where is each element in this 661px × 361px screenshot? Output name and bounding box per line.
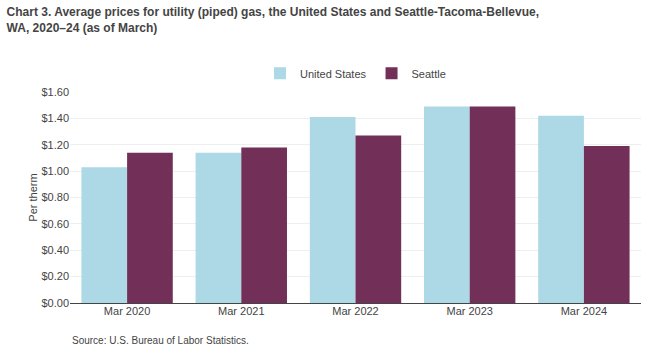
svg-text:Mar 2020: Mar 2020 <box>104 305 150 317</box>
svg-text:$0.40: $0.40 <box>41 244 69 256</box>
svg-text:Mar 2024: Mar 2024 <box>561 305 607 317</box>
svg-text:$0.00: $0.00 <box>41 297 69 309</box>
svg-text:$1.60: $1.60 <box>41 86 69 98</box>
svg-text:Chart 3. Average prices for ut: Chart 3. Average prices for utility (pip… <box>7 5 539 35</box>
svg-text:$1.40: $1.40 <box>41 112 69 124</box>
svg-text:Per therm: Per therm <box>27 173 39 221</box>
svg-text:United States: United States <box>300 68 367 80</box>
svg-text:$0.60: $0.60 <box>41 218 69 230</box>
svg-text:Mar 2023: Mar 2023 <box>446 305 492 317</box>
svg-text:Mar 2021: Mar 2021 <box>218 305 264 317</box>
svg-text:Source: U.S. Bureau of Labor S: Source: U.S. Bureau of Labor Statistics. <box>72 335 249 346</box>
svg-text:$0.80: $0.80 <box>41 191 69 203</box>
svg-text:$1.00: $1.00 <box>41 165 69 177</box>
svg-text:Mar 2022: Mar 2022 <box>332 305 378 317</box>
svg-text:$1.20: $1.20 <box>41 139 69 151</box>
svg-text:Seattle: Seattle <box>412 68 446 80</box>
svg-text:$0.20: $0.20 <box>41 270 69 282</box>
